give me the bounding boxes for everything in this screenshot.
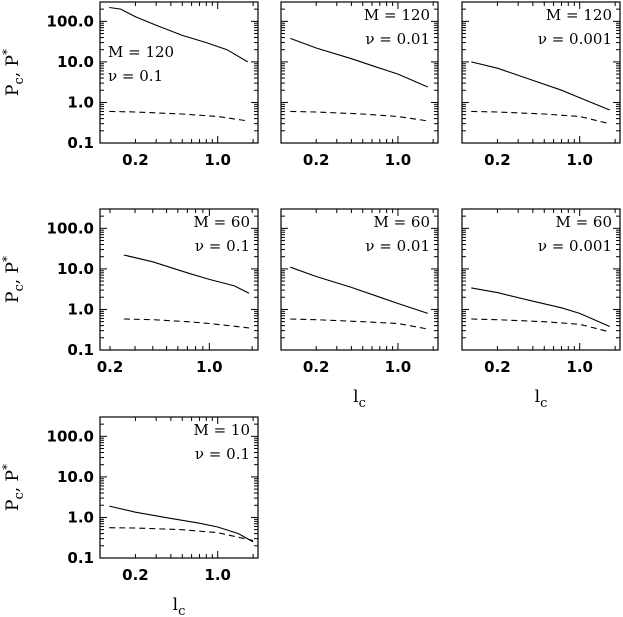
plot-frame: [99, 208, 259, 351]
x-tick-label: 1.0: [385, 151, 412, 169]
x-tick-label: 1.0: [566, 358, 593, 376]
plot-frame: [461, 208, 621, 351]
x-axis-label: lc: [353, 387, 366, 411]
y-tick-label: 1.0: [67, 508, 94, 526]
series-line-solid: [109, 6, 248, 63]
panel-1: 0.1 1.0 10.0 100.0 0.2 1.0 M = 120 ν = 0.1 Pc, P…: [0, 1, 259, 169]
annotation-m: M = 60: [555, 213, 612, 231]
series-line-solid: [123, 254, 250, 294]
series-line-solid: [109, 505, 254, 543]
plot-frame: [99, 416, 259, 559]
annotation-nu: ν = 0.1: [195, 445, 250, 463]
annotation-nu: ν = 0.1: [108, 67, 163, 85]
y-tick-label: 0.1: [67, 549, 94, 567]
annotation-m: M = 60: [193, 213, 250, 231]
series-line-solid: [290, 266, 428, 314]
y-axis-label: Pc, P*: [0, 49, 27, 96]
plot-frame: [280, 208, 439, 351]
panel-4: 0.1 1.0 10.0 100.0 0.2 1.0 M = 60 ν = 0.1 Pc, P*: [0, 208, 259, 376]
y-axis-label: Pc, P*: [0, 256, 27, 303]
x-axis-label: lc: [535, 387, 548, 411]
panel-3: 0.2 1.0 M = 120 ν = 0.001: [461, 1, 621, 169]
x-tick-label: 1.0: [566, 151, 593, 169]
series-line-solid: [471, 61, 610, 111]
annotation-m: M = 120: [546, 6, 612, 24]
series-line-dashed: [471, 318, 610, 333]
x-tick-label: 1.0: [204, 151, 231, 169]
y-tick-label: 1.0: [67, 93, 94, 111]
x-tick-label: 0.2: [122, 566, 149, 584]
series-line-dashed: [123, 318, 250, 329]
y-tick-label: 10.0: [57, 468, 94, 486]
series-line-dashed: [290, 318, 428, 330]
y-tick-label: 100.0: [47, 12, 94, 30]
y-tick-label: 0.1: [67, 341, 94, 359]
x-tick-label: 1.0: [385, 358, 412, 376]
y-tick-label: 0.1: [67, 134, 94, 152]
x-tick-label: 0.2: [484, 151, 511, 169]
series-line-dashed: [471, 110, 610, 125]
y-tick-label: 10.0: [57, 53, 94, 71]
x-tick-label: 1.0: [204, 566, 231, 584]
plot-frame: [280, 1, 439, 144]
annotation-m: M = 120: [108, 43, 174, 61]
series-line-dashed: [109, 110, 248, 122]
series-line-solid: [290, 37, 429, 88]
annotation-nu: ν = 0.01: [365, 30, 430, 48]
y-axis-label: Pc, P*: [0, 464, 27, 511]
y-tick-label: 10.0: [57, 260, 94, 278]
annotation-m: M = 120: [364, 6, 430, 24]
annotation-nu: ν = 0.001: [538, 237, 612, 255]
x-tick-label: 0.2: [303, 151, 330, 169]
x-tick-label: 0.2: [97, 358, 124, 376]
y-tick-label: 1.0: [67, 300, 94, 318]
annotation-nu: ν = 0.001: [538, 30, 612, 48]
series-line-solid: [471, 287, 610, 328]
series-line-dashed: [290, 110, 428, 122]
annotation-nu: ν = 0.01: [365, 237, 430, 255]
x-tick-label: 1.0: [196, 358, 223, 376]
panel-7: 0.1 1.0 10.0 100.0 0.2 1.0 M = 10 ν = 0.1 Pc, P*…: [0, 416, 259, 617]
annotation-m: M = 10: [193, 421, 250, 439]
panel-6: 0.2 1.0 M = 60 ν = 0.001 lc: [461, 208, 621, 411]
y-tick-label: 100.0: [47, 427, 94, 445]
annotation-nu: ν = 0.1: [195, 237, 250, 255]
series-line-dashed: [109, 527, 254, 542]
y-tick-label: 100.0: [47, 219, 94, 237]
plot-frame: [461, 1, 621, 144]
x-tick-label: 0.2: [122, 151, 149, 169]
plot-frame: [99, 1, 259, 144]
panel-2: 0.2 1.0 M = 120 ν = 0.01: [280, 1, 439, 169]
panel-5: 0.2 1.0 M = 60 ν = 0.01 lc: [280, 208, 439, 411]
x-tick-label: 0.2: [303, 358, 330, 376]
x-axis-label: lc: [173, 595, 186, 617]
annotation-m: M = 60: [373, 213, 430, 231]
x-tick-label: 0.2: [484, 358, 511, 376]
